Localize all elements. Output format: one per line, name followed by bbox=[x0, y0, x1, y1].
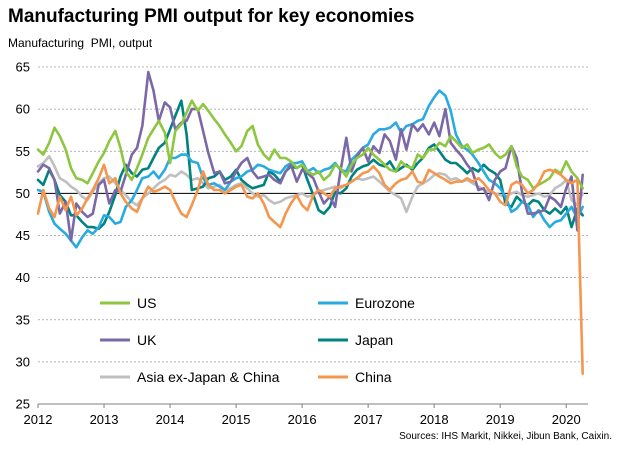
axes: 25 30 35 40 45 50 55 60 65 2012 2013 2014 2015 2016 20… bbox=[16, 60, 588, 427]
y-tick-label-65: 65 bbox=[16, 60, 30, 75]
series-line-japan bbox=[36, 99, 584, 231]
chart-title: Manufacturing PMI output for key economi… bbox=[8, 6, 415, 27]
chart-subtitle: Manufacturing PMI, output bbox=[8, 36, 153, 50]
chart-source: Sources: IHS Markit, Nikkei, Jibun Bank,… bbox=[399, 431, 612, 442]
y-tick-label-60: 60 bbox=[16, 102, 30, 117]
x-tick-label-2015: 2015 bbox=[222, 412, 251, 427]
series-line-china bbox=[36, 163, 584, 375]
y-tick-label-25: 25 bbox=[16, 397, 30, 412]
x-tick-label-2012: 2012 bbox=[24, 412, 53, 427]
x-tick-label-2017: 2017 bbox=[354, 412, 383, 427]
series-line-uk bbox=[36, 70, 584, 242]
y-tick-label-30: 30 bbox=[16, 354, 30, 369]
legend-label-eurozone: Eurozone bbox=[355, 295, 415, 311]
y-tick-label-45: 45 bbox=[16, 228, 30, 243]
legend-label-asia-ex-japan-china: Asia ex-Japan & China bbox=[137, 369, 280, 385]
series-line-eurozone bbox=[36, 89, 584, 249]
x-tick-label-2020: 2020 bbox=[552, 412, 581, 427]
y-tick-label-40: 40 bbox=[16, 270, 30, 285]
y-tick-label-35: 35 bbox=[16, 312, 30, 327]
gridlines bbox=[38, 66, 588, 405]
x-tick-label-2016: 2016 bbox=[288, 412, 317, 427]
legend-label-us: US bbox=[137, 295, 156, 311]
x-tick-label-2019: 2019 bbox=[486, 412, 515, 427]
legend: US Eurozone UK Japan Asia ex-Japan & China Ch… bbox=[100, 295, 415, 385]
legend-label-japan: Japan bbox=[355, 332, 393, 348]
x-tick-label-2014: 2014 bbox=[156, 412, 185, 427]
x-tick-label-2018: 2018 bbox=[420, 412, 449, 427]
x-tick-label-2013: 2013 bbox=[90, 412, 119, 427]
series-lines bbox=[36, 70, 584, 375]
legend-label-china: China bbox=[355, 369, 392, 385]
legend-label-uk: UK bbox=[137, 332, 157, 348]
y-tick-label-50: 50 bbox=[16, 186, 30, 201]
y-tick-label-55: 55 bbox=[16, 144, 30, 159]
series-line-us bbox=[36, 99, 584, 190]
